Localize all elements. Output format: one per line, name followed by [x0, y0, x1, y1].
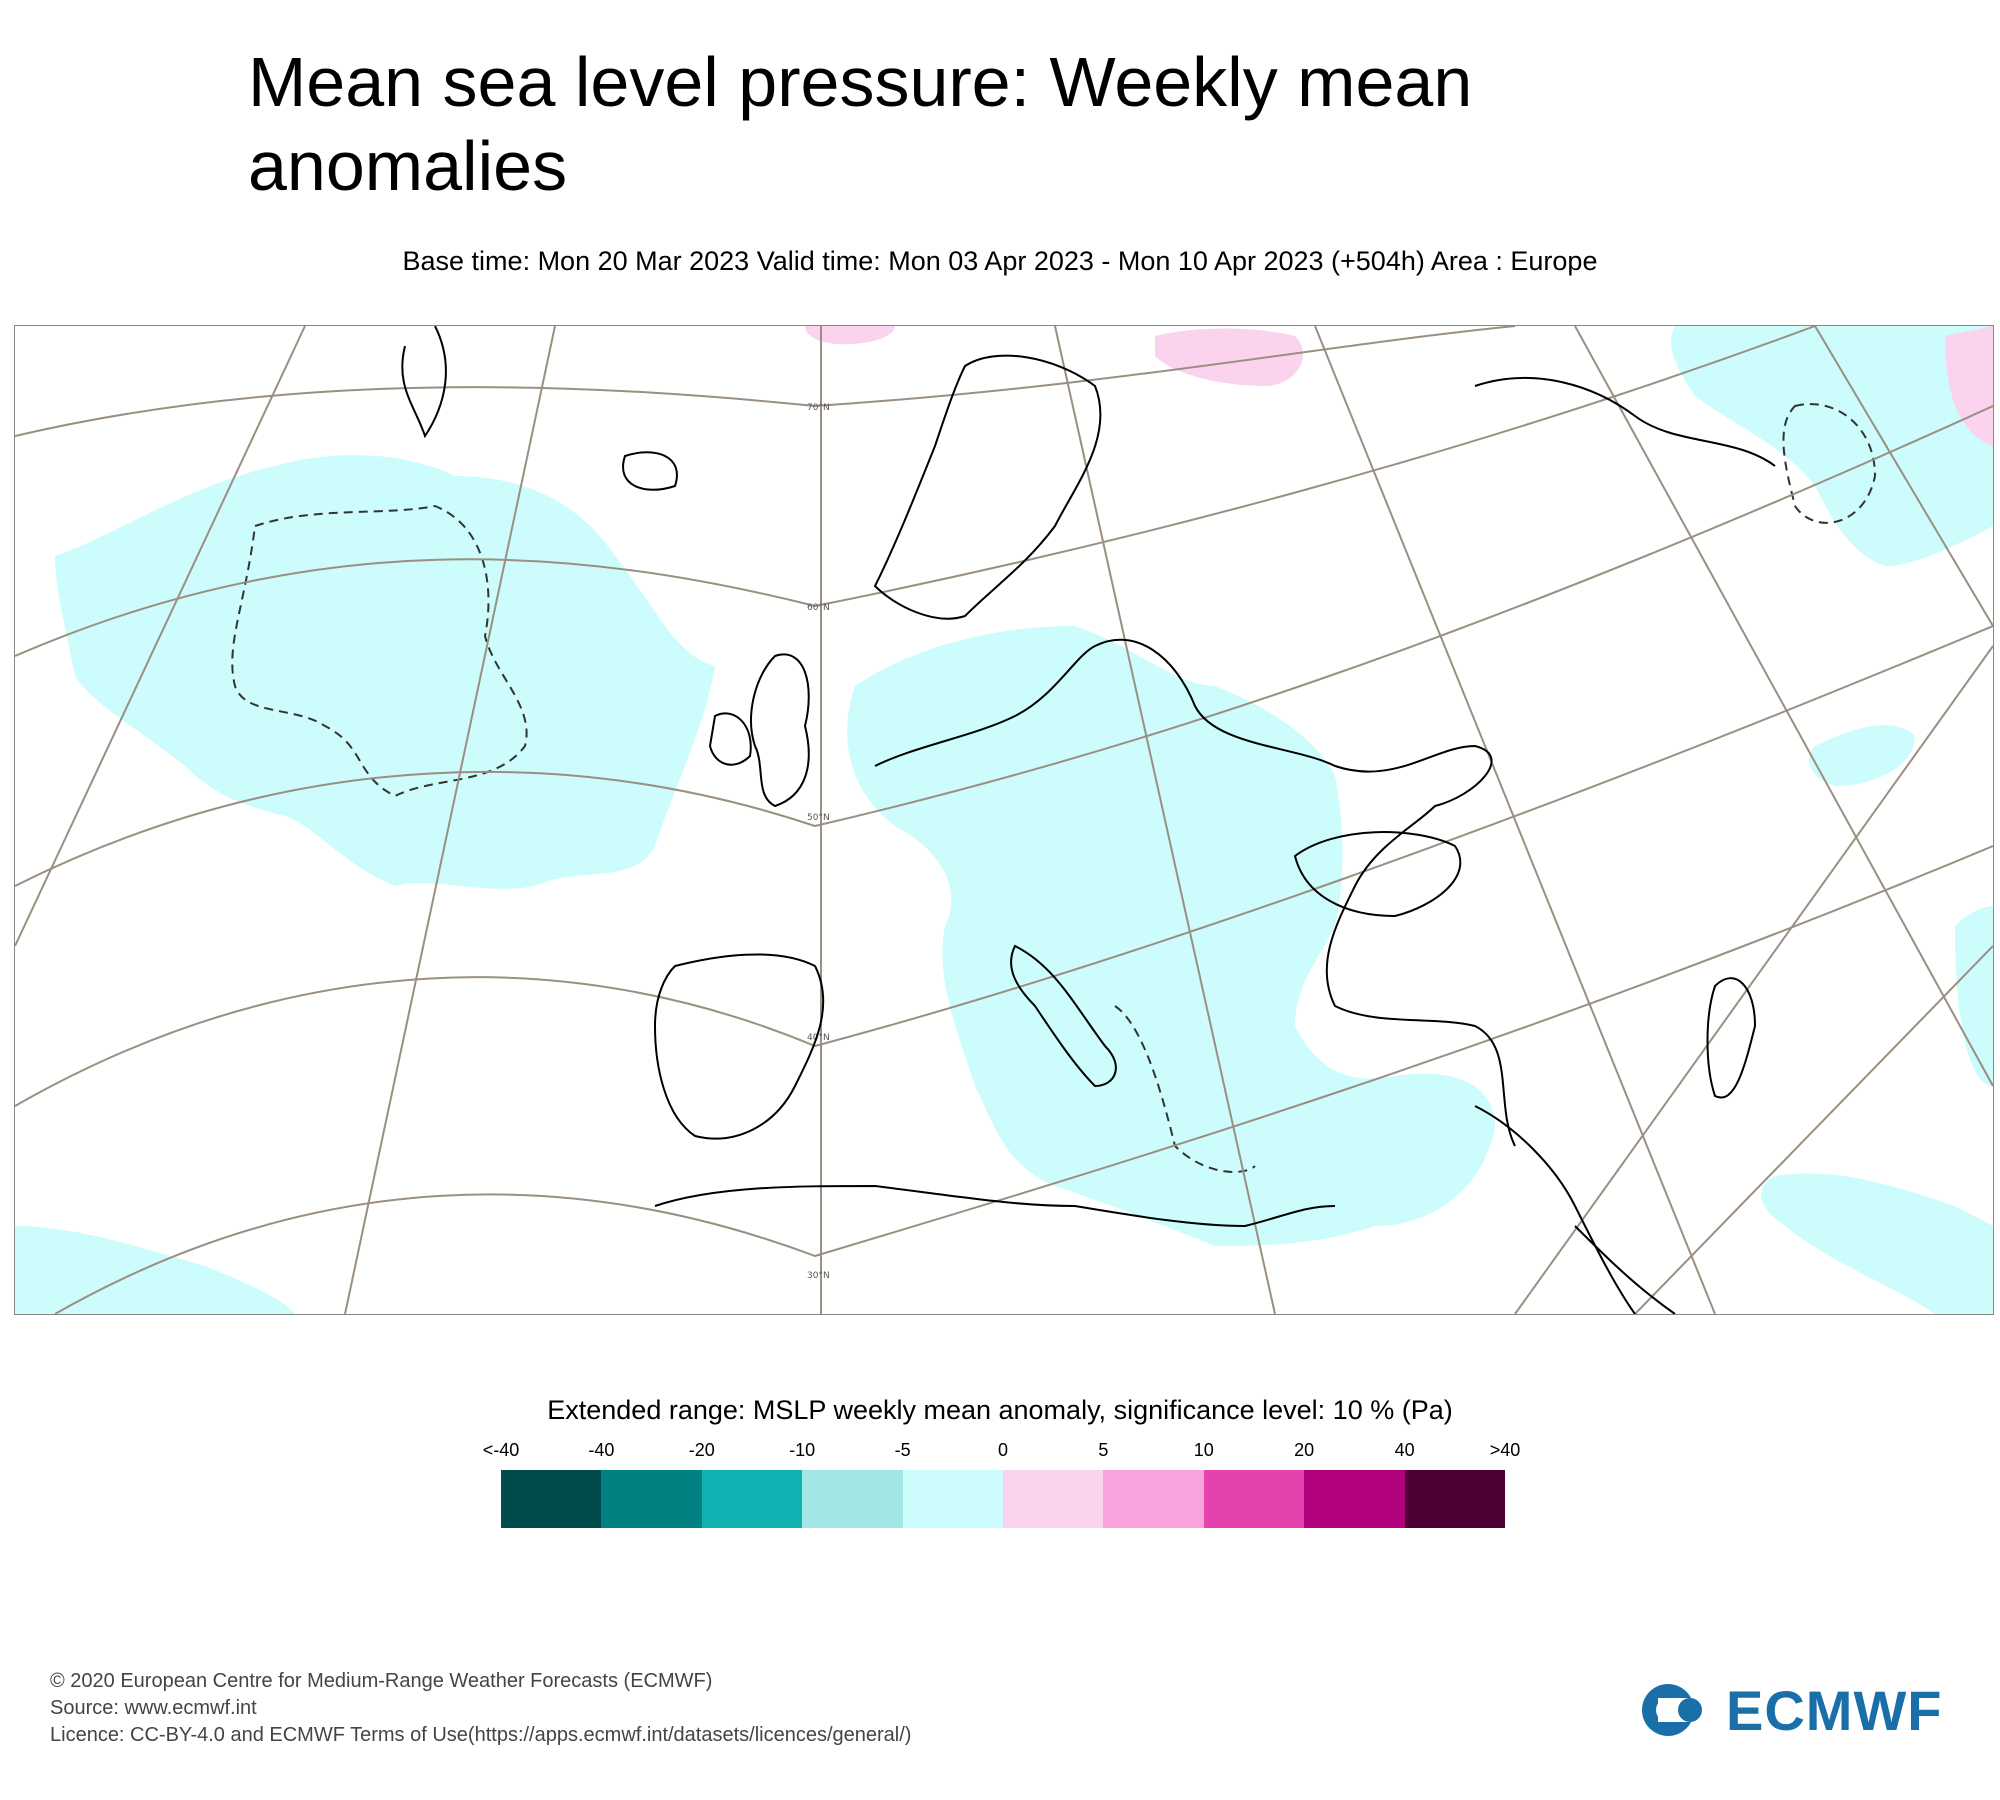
legend-tick-label: -40: [588, 1440, 615, 1460]
russia-north-coast: [1474, 376, 1776, 467]
legend-labels: <-40 -40 -20 -10 -5 0 5 10 20 40 >40: [0, 1440, 2000, 1464]
legend-tick-label: -10: [789, 1440, 816, 1460]
southeast-negative-area: [1761, 1173, 1993, 1314]
legend-colorbar: [501, 1470, 1506, 1528]
map-panel: 70°N 60°N 50°N 40°N 30°N: [14, 325, 1994, 1315]
legend-tick-label: -20: [688, 1440, 715, 1460]
copyright-text: © 2020 European Centre for Medium-Range …: [50, 1670, 713, 1692]
graticule: [15, 326, 1993, 1314]
legend-swatch: [601, 1470, 702, 1528]
caspian-coast: [1706, 977, 1757, 1099]
legend-tick-label: 40: [1394, 1440, 1415, 1460]
ecmwf-logo: ECMWF: [1640, 1678, 1960, 1742]
legend-tick-label: <-40: [482, 1440, 520, 1460]
legend-swatch: [1103, 1470, 1204, 1528]
lat-label-50: 50°N: [807, 813, 830, 823]
legend-tick-label: 5: [1098, 1440, 1109, 1460]
legend-swatch: [1003, 1470, 1104, 1528]
legend-swatch: [701, 1470, 803, 1528]
legend-tick-label: -5: [894, 1440, 911, 1460]
lat-label-30: 30°N: [807, 1271, 830, 1281]
ecmwf-logo-icon: [1642, 1684, 1718, 1736]
lat-label-40: 40°N: [807, 1033, 830, 1043]
legend-tick-label: >40: [1489, 1440, 1521, 1460]
north-positive-area: [805, 326, 895, 345]
ireland-coast: [708, 712, 752, 766]
coastlines: [401, 326, 1776, 1314]
red-sea-coast: [1574, 1225, 1676, 1314]
legend-swatch: [1304, 1470, 1405, 1528]
legend-tick-label: 20: [1294, 1440, 1315, 1460]
iberia-coast: [653, 953, 825, 1140]
east-edge-negative-area: [1955, 906, 1993, 1086]
atlantic-negative-area: [55, 455, 715, 889]
legend-title: Extended range: MSLP weekly mean anomaly…: [547, 1395, 1453, 1425]
negative-anomaly-areas: [15, 326, 1993, 1314]
black-sea-coast: [1293, 831, 1462, 918]
continent-coast: [874, 638, 1516, 1147]
legend-swatch: [802, 1470, 903, 1528]
legend-swatch: [902, 1470, 1004, 1528]
middle-east-coast: [1474, 1105, 1636, 1314]
licence-text: Licence: CC-BY-4.0 and ECMWF Terms of Us…: [50, 1724, 912, 1746]
page-title: Mean sea level pressure: Weekly mean ano…: [248, 43, 1473, 205]
legend-tick-label: 0: [997, 1440, 1009, 1460]
page-subtitle: Base time: Mon 20 Mar 2023 Valid time: M…: [402, 246, 1598, 276]
scandinavia-coast: [873, 354, 1102, 620]
central-europe-negative-area: [847, 626, 1495, 1246]
legend-swatch: [1404, 1470, 1506, 1528]
iberia-coast-negative-area: [975, 935, 1065, 1000]
greenland-coast: [401, 326, 447, 439]
footer: © 2020 European Centre for Medium-Range …: [50, 1668, 911, 1749]
lat-label-70: 70°N: [807, 403, 830, 413]
significance-contours: [231, 403, 1877, 1173]
ural-negative-area: [1809, 725, 1915, 786]
italy-coast: [1010, 944, 1117, 1088]
europe-map: 70°N 60°N 50°N 40°N 30°N: [15, 326, 1993, 1314]
northeast-negative-area: [1671, 326, 1993, 566]
uk-coast: [750, 653, 810, 808]
legend-tick-label: 10: [1193, 1440, 1214, 1460]
ecmwf-logo-text: ECMWF: [1726, 1678, 1943, 1742]
legend-swatch: [1203, 1470, 1305, 1528]
source-text: Source: www.ecmwf.int: [50, 1697, 257, 1719]
northeast-positive-area: [1945, 326, 1993, 446]
lat-label-60: 60°N: [807, 603, 830, 613]
iceland-coast: [622, 451, 678, 491]
latitude-labels: 70°N 60°N 50°N 40°N 30°N: [807, 403, 830, 1281]
arctic-positive-area: [1155, 328, 1304, 386]
positive-anomaly-areas: [805, 326, 1993, 446]
southwest-negative-area: [15, 1226, 295, 1314]
legend-swatch: [501, 1470, 602, 1528]
north-africa-coast: [654, 1184, 1336, 1228]
